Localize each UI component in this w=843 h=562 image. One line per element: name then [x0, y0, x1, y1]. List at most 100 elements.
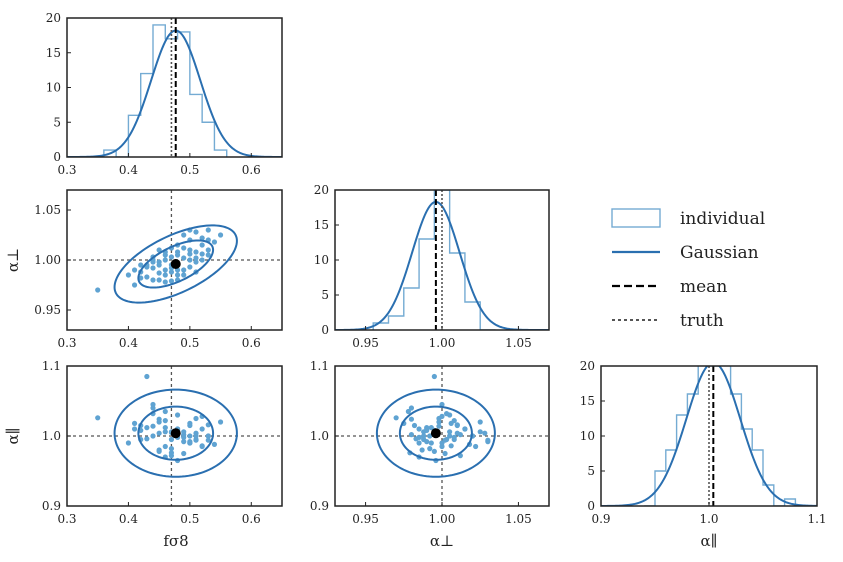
scatter-point — [442, 450, 448, 457]
scatter-point — [162, 418, 168, 424]
legend-label-mean: mean — [680, 277, 727, 297]
x-tick-label: 1.05 — [505, 336, 532, 350]
scatter-point — [431, 448, 437, 454]
scatter-point — [199, 242, 205, 248]
scatter-point — [408, 416, 415, 422]
scatter-point — [187, 257, 193, 263]
scatter-point — [181, 429, 187, 435]
scatter-point — [193, 415, 199, 422]
scatter-point — [150, 401, 156, 408]
scatter-point — [421, 429, 427, 435]
scatter-point — [181, 272, 187, 278]
scatter-point — [187, 247, 193, 253]
y-tick-label: 0.95 — [34, 303, 61, 317]
hist-content — [601, 366, 817, 506]
scatter-point — [181, 434, 187, 440]
hist-content — [67, 18, 282, 157]
scatter-point — [205, 433, 211, 439]
scatter-point — [174, 249, 181, 255]
y-tick-label: 1.05 — [34, 203, 61, 217]
scatter-point — [485, 437, 491, 443]
hist-panel-fs8 — [67, 18, 282, 157]
y-tick-label: 1.00 — [34, 253, 61, 267]
ellipse-1sigma — [398, 405, 473, 461]
scatter-point — [150, 423, 156, 429]
x-tick-label: 1.00 — [429, 336, 456, 350]
y-axis-label-apar: α∥ — [4, 427, 22, 444]
scatter-point — [477, 419, 483, 425]
scatter-point — [168, 278, 175, 284]
x-tick-label: 1.1 — [807, 512, 826, 526]
scatter-point — [150, 277, 156, 283]
gaussian-curve — [601, 366, 817, 506]
scatter-panel-apar-vs-aperp — [335, 366, 549, 506]
scatter-content — [67, 190, 282, 330]
scatter-point — [156, 270, 162, 276]
scatter-point — [162, 252, 168, 258]
scatter-point — [205, 227, 211, 233]
x-tick-label: 0.4 — [119, 336, 138, 350]
x-tick-label: 0.3 — [57, 336, 76, 350]
scatter-point — [442, 437, 448, 443]
scatter-point — [131, 267, 138, 273]
scatter-point — [193, 255, 199, 261]
scatter-point — [162, 257, 168, 263]
x-tick-label: 0.5 — [180, 163, 199, 177]
y-tick-label: 0 — [587, 499, 595, 513]
scatter-point — [428, 440, 434, 446]
histogram-individual — [103, 24, 228, 157]
scatter-point — [199, 257, 205, 263]
scatter-point — [454, 430, 460, 436]
y-tick-label: 5 — [53, 115, 61, 129]
scatter-point — [448, 443, 454, 449]
x-tick-label: 0.5 — [180, 336, 199, 350]
scatter-point — [144, 373, 150, 380]
x-tick-label: 0.95 — [352, 336, 379, 350]
scatter-point — [150, 259, 156, 265]
x-tick-label: 0.9 — [591, 512, 610, 526]
ellipse-1sigma — [137, 239, 215, 289]
scatter-point — [447, 433, 453, 439]
scatter-point — [199, 251, 205, 257]
scatter-point — [393, 415, 399, 421]
y-tick-label: 20 — [46, 11, 61, 25]
hist-panel-apar — [601, 366, 817, 506]
y-tick-label: 15 — [580, 394, 595, 408]
x-tick-label: 1.05 — [505, 512, 532, 526]
scatter-point — [193, 437, 199, 443]
mean-point — [170, 428, 181, 439]
scatter-point — [150, 433, 156, 439]
gaussian-curve — [67, 29, 282, 157]
scatter-point — [187, 251, 193, 257]
scatter-point — [156, 277, 162, 283]
scatter-point — [95, 415, 101, 421]
scatter-point — [431, 373, 437, 380]
y-tick-label: 1.0 — [42, 429, 61, 443]
scatter-point — [482, 430, 488, 436]
legend-label-truth: truth — [680, 311, 724, 331]
scatter-point — [211, 441, 218, 447]
scatter-point — [181, 439, 187, 445]
y-tick-label: 5 — [587, 464, 595, 478]
ellipse-1sigma — [137, 405, 215, 461]
x-tick-label: 0.5 — [180, 512, 199, 526]
scatter-point — [419, 447, 425, 453]
scatter-point — [416, 440, 422, 446]
scatter-point — [439, 401, 445, 408]
scatter-point — [131, 282, 138, 288]
scatter-point — [454, 422, 460, 428]
x-tick-label: 1.00 — [429, 512, 456, 526]
scatter-point — [413, 436, 419, 442]
x-tick-label: 0.6 — [242, 163, 261, 177]
y-tick-label: 15 — [314, 218, 329, 232]
scatter-point — [156, 416, 162, 422]
scatter-point — [125, 272, 132, 278]
x-tick-label: 1.0 — [699, 512, 718, 526]
y-tick-label: 5 — [321, 288, 329, 302]
scatter-point — [144, 436, 150, 442]
scatter-point — [156, 262, 162, 268]
y-tick-label: 1.0 — [310, 429, 329, 443]
scatter-point — [187, 420, 193, 426]
x-tick-label: 0.6 — [242, 336, 261, 350]
